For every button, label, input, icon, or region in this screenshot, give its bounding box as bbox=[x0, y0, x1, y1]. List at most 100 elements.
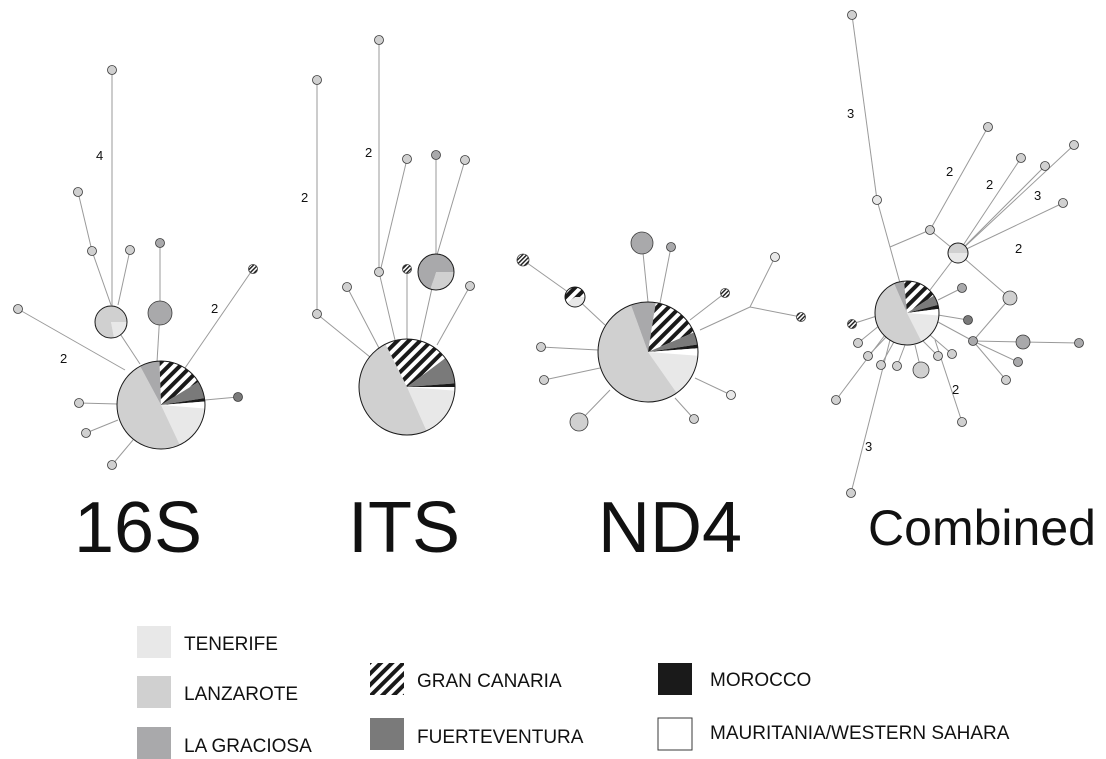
network-edge bbox=[17, 308, 126, 371]
pie-slice bbox=[907, 304, 939, 313]
legend: TENERIFE LANZAROTE LA GRACIOSA GRAN CANA… bbox=[137, 626, 1010, 759]
edge-label: 3 bbox=[847, 106, 854, 121]
edge-label: 2 bbox=[60, 351, 67, 366]
haplotype-node bbox=[796, 312, 806, 322]
haplotype-node bbox=[957, 417, 967, 427]
haplotype-pie-node bbox=[94, 305, 128, 339]
pie-outline bbox=[874, 280, 940, 346]
network-edge bbox=[346, 286, 381, 351]
network-edge bbox=[957, 157, 1022, 254]
edge-label: 3 bbox=[1034, 188, 1041, 203]
haplotype-pie-node bbox=[947, 242, 969, 264]
pie-slice bbox=[907, 295, 938, 313]
haplotype-node bbox=[847, 319, 857, 329]
network-edge bbox=[77, 191, 93, 252]
edge-labels-its: 2 2 bbox=[301, 145, 372, 205]
haplotype-node bbox=[402, 264, 412, 274]
haplotype-node bbox=[402, 154, 412, 164]
legend-swatch-morocco bbox=[658, 663, 692, 695]
haplotype-node bbox=[539, 375, 549, 385]
haplotype-node bbox=[863, 351, 873, 361]
haplotype-node bbox=[147, 300, 173, 326]
haplotype-node bbox=[630, 231, 654, 255]
legend-swatch-tenerife bbox=[137, 626, 171, 658]
pie-slice bbox=[648, 352, 698, 356]
haplotype-node bbox=[155, 238, 165, 248]
haplotype-node bbox=[1040, 161, 1050, 171]
pie-slice bbox=[407, 387, 456, 391]
haplotype-node bbox=[831, 395, 841, 405]
network-edge bbox=[835, 334, 886, 401]
haplotype-node bbox=[81, 428, 91, 438]
pie-slice bbox=[904, 281, 934, 313]
legend-label-morocco: MOROCCO bbox=[710, 670, 811, 691]
edge-label: 2 bbox=[301, 190, 308, 205]
haplotype-pie-node bbox=[597, 301, 699, 403]
network-edge bbox=[78, 402, 119, 405]
haplotype-node bbox=[431, 150, 441, 160]
legend-label-fuerteventura: FUERTEVENTURA bbox=[417, 727, 584, 748]
haplotype-node bbox=[312, 75, 322, 85]
pie-slice bbox=[161, 405, 205, 409]
legend-label-tenerife: TENERIFE bbox=[184, 634, 278, 655]
edge-label: 2 bbox=[952, 382, 959, 397]
pie-slice bbox=[894, 281, 907, 313]
haplotype-pie-node bbox=[116, 360, 206, 450]
edge-label: 3 bbox=[865, 439, 872, 454]
pie-slice bbox=[648, 344, 698, 352]
haplotype-node bbox=[107, 460, 117, 470]
network-edge bbox=[111, 439, 134, 466]
haplotype-node bbox=[465, 281, 475, 291]
network-edge bbox=[972, 340, 1019, 363]
legend-label-mauritania: MAURITANIA/WESTERN SAHARA bbox=[710, 723, 1010, 744]
haplotype-pie-node bbox=[417, 253, 455, 291]
pie-slice bbox=[430, 272, 454, 290]
pie-outline bbox=[564, 286, 586, 308]
haplotype-node bbox=[516, 253, 530, 267]
haplotype-node bbox=[726, 390, 736, 400]
pie-outline bbox=[116, 360, 206, 450]
edge-labels-combined: 3 2 2 3 2 2 3 bbox=[847, 106, 1041, 454]
legend-swatch-lanzarote bbox=[137, 676, 171, 708]
network-combined bbox=[831, 10, 1084, 498]
haplotype-node bbox=[846, 488, 856, 498]
pie-slice bbox=[95, 306, 127, 338]
legend-swatch-fuerteventura bbox=[370, 718, 404, 750]
pie-slice bbox=[948, 253, 968, 263]
haplotype-node bbox=[125, 245, 135, 255]
edge-label: 2 bbox=[946, 164, 953, 179]
haplotype-node bbox=[925, 225, 935, 235]
network-edge bbox=[972, 340, 1007, 381]
network-edge bbox=[937, 321, 974, 342]
network-edge bbox=[522, 259, 576, 298]
pie-slice bbox=[597, 304, 677, 402]
pie-slice bbox=[385, 339, 446, 387]
haplotype-node bbox=[74, 398, 84, 408]
network-its bbox=[312, 35, 475, 436]
haplotype-node bbox=[912, 361, 930, 379]
network-edge bbox=[851, 14, 878, 201]
haplotype-node bbox=[1069, 140, 1079, 150]
network-edge bbox=[117, 249, 131, 306]
legend-swatch-la-graciosa bbox=[137, 727, 171, 759]
pie-slice bbox=[111, 322, 127, 338]
haplotype-node bbox=[1015, 334, 1031, 350]
network-edge bbox=[543, 367, 601, 381]
panel-label-16s: 16S bbox=[74, 488, 202, 568]
haplotype-node bbox=[374, 35, 384, 45]
network-16s bbox=[13, 65, 258, 470]
pie-slice bbox=[565, 286, 585, 303]
pie-outline bbox=[94, 305, 128, 339]
haplotype-node bbox=[720, 288, 730, 298]
haplotype-node bbox=[73, 187, 83, 197]
network-nd4 bbox=[516, 231, 806, 432]
network-edge bbox=[85, 419, 119, 434]
haplotype-node bbox=[1074, 338, 1084, 348]
pie-slice bbox=[630, 302, 656, 352]
network-edge bbox=[957, 144, 1075, 254]
pie-slice bbox=[407, 387, 455, 431]
haplotype-node bbox=[847, 10, 857, 20]
haplotype-node bbox=[689, 414, 699, 424]
network-edge bbox=[972, 340, 1024, 343]
